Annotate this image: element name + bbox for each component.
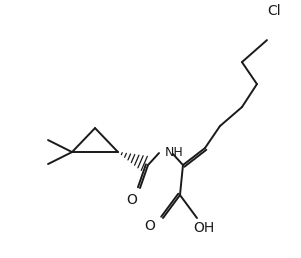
Text: O: O [144, 219, 155, 233]
Text: OH: OH [193, 221, 215, 235]
Text: Cl: Cl [267, 4, 281, 18]
Text: O: O [127, 193, 138, 207]
Text: NH: NH [165, 146, 184, 159]
